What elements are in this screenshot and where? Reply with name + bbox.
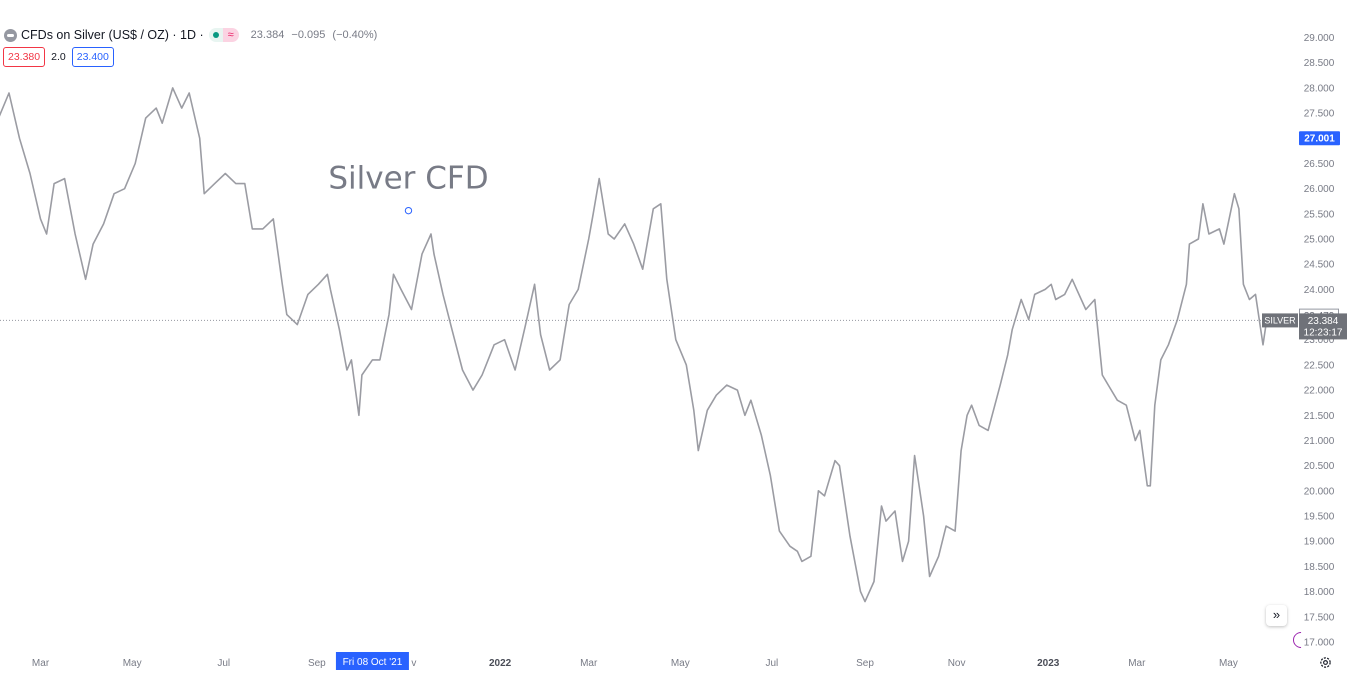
y-tick-label: 26.500 (1304, 159, 1335, 170)
y-tick-label: 18.000 (1304, 587, 1335, 598)
x-tick-label: May (123, 658, 142, 669)
x-tick-label: Jul (765, 658, 778, 669)
last-price-label: 23.384 12:23:17 (1299, 313, 1347, 340)
series-line (0, 87, 1274, 603)
last-price-text: 23.384 (1308, 316, 1339, 327)
y-tick-label: 24.500 (1304, 260, 1335, 271)
market-open-icon[interactable] (208, 28, 223, 42)
y-tick-label: 22.500 (1304, 360, 1335, 371)
x-tick-label: May (1219, 658, 1238, 669)
annotation-anchor-handle[interactable] (404, 206, 413, 215)
gear-icon[interactable] (1319, 656, 1332, 669)
bar-countdown-text: 12:23:17 (1304, 327, 1343, 338)
annotation-label[interactable]: Silver CFD (328, 161, 488, 197)
x-tick-label-partial: v (411, 658, 416, 669)
y-tick-label: 17.000 (1304, 637, 1335, 648)
spread-value: 2.0 (51, 51, 66, 63)
crosshair-date-text: Fri 08 Oct '21 (343, 657, 403, 668)
y-tick-label: 20.500 (1304, 461, 1335, 472)
symbol-title[interactable]: CFDs on Silver (US$ / OZ) · 1D · (21, 28, 204, 42)
price-axis[interactable]: 17.000 17.500 18.000 18.500 19.000 19.500 20.0… (1304, 33, 1335, 648)
delayed-data-icon[interactable]: ≈ (222, 28, 239, 42)
y-tick-label: 28.000 (1304, 83, 1335, 94)
bid-ask-panel: 23.380 2.0 23.400 (3, 47, 114, 67)
y-tick-label: 28.500 (1304, 58, 1335, 69)
series-name-tag: SILVER (1262, 313, 1298, 328)
x-tick-label: Jul (217, 658, 230, 669)
x-tick-label: 2022 (489, 658, 512, 669)
crosshair-price-label: 27.001 (1299, 131, 1340, 146)
time-axis[interactable]: Mar May Jul Sep 2022 Mar May Jul Sep Nov 2023 Mar Ma… (32, 658, 1238, 669)
x-tick-label: May (671, 658, 690, 669)
legend-last-price: 23.384 (250, 29, 285, 41)
text-annotation[interactable]: Silver CFD (328, 161, 489, 215)
y-tick-label: 20.000 (1304, 486, 1335, 497)
bid-price-button[interactable]: 23.380 (3, 47, 46, 67)
y-tick-label: 19.000 (1304, 537, 1335, 548)
y-tick-label: 23.000 (1304, 335, 1335, 346)
x-tick-label: Sep (856, 658, 874, 669)
crosshair-date-label: Fri 08 Oct '21 (335, 652, 409, 670)
y-tick-label: 24.000 (1304, 285, 1335, 296)
x-tick-label: Nov (948, 658, 966, 669)
crosshair-price-text: 27.001 (1304, 134, 1335, 145)
ask-price-button[interactable]: 23.400 (71, 47, 114, 67)
symbol-legend[interactable]: CFDs on Silver (US$ / OZ) · 1D · ≈ 23.38… (4, 26, 381, 44)
y-tick-label: 17.500 (1304, 612, 1335, 623)
y-tick-label: 26.000 (1304, 184, 1335, 195)
y-tick-label: 21.500 (1304, 411, 1335, 422)
market-status[interactable]: ≈ (208, 28, 239, 42)
y-tick-label: 18.500 (1304, 562, 1335, 573)
series-name-text: SILVER (1264, 315, 1296, 325)
x-tick-label: Sep (308, 658, 326, 669)
x-tick-label: Mar (1128, 658, 1146, 669)
scroll-to-realtime-button[interactable]: » (1266, 605, 1287, 626)
x-tick-label: Mar (32, 658, 50, 669)
x-tick-label: 2023 (1037, 658, 1060, 669)
y-tick-label: 22.000 (1304, 386, 1335, 397)
price-series (0, 87, 1274, 603)
legend-quote: 23.384 −0.095 (−0.40%) (251, 29, 382, 41)
y-tick-label: 25.000 (1304, 235, 1335, 246)
y-tick-label: 21.000 (1304, 436, 1335, 447)
y-tick-label: 19.500 (1304, 512, 1335, 523)
x-tick-label: Mar (580, 658, 598, 669)
y-tick-label: 27.500 (1304, 109, 1335, 120)
legend-change: −0.095 (291, 29, 326, 41)
price-axis-labels: 27.001 23.479 SILVER 23.384 12:23:17 (1262, 131, 1347, 340)
symbol-logo-icon (4, 28, 17, 42)
legend-change-percent: (−0.40%) (332, 29, 378, 41)
y-tick-label: 29.000 (1304, 33, 1335, 44)
y-tick-label: 25.500 (1304, 209, 1335, 220)
